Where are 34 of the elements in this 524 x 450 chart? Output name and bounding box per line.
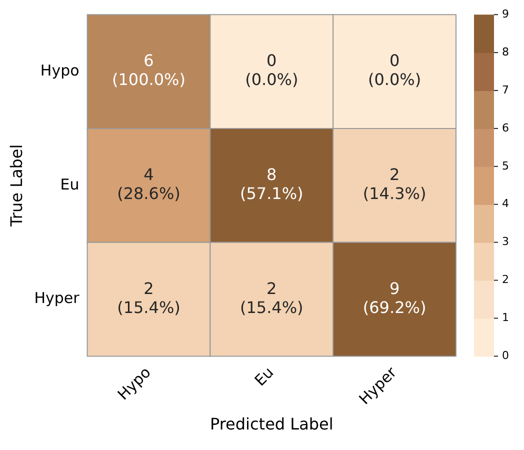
y-axis-title: True Label [6, 144, 26, 228]
data-label: 0 [266, 51, 277, 70]
color-bar-label: 0 [502, 349, 509, 362]
x-tick-label: Eu [251, 363, 278, 390]
annotation: (0.0%) [368, 70, 422, 90]
color-bar-label: 3 [502, 235, 509, 248]
color-bar-label: 4 [502, 197, 509, 210]
color-bar-label: 6 [502, 121, 509, 134]
data-label: 8 [266, 165, 277, 184]
data-label: 6 [144, 51, 154, 70]
annotation: (0.0%) [245, 70, 298, 90]
data-label: 2 [144, 278, 154, 298]
annotation: (14.3%) [362, 184, 426, 204]
color-bar-label: 5 [502, 159, 509, 172]
x-axis-title: Predicted Label [210, 414, 334, 434]
y-tick-label: Hyper [34, 289, 80, 308]
data-label: 2 [389, 165, 400, 184]
color-bar-label: 8 [502, 45, 509, 58]
y-tick-label: Hypo [40, 61, 80, 80]
data-label: 4 [144, 165, 154, 184]
color-bar-label: 1 [502, 311, 509, 324]
color-bar-label: 7 [502, 83, 509, 96]
annotation: (100.0%) [112, 70, 186, 90]
annotation: (57.1%) [240, 184, 304, 204]
annotation: (15.4%) [117, 298, 180, 317]
data-label: 2 [266, 278, 277, 298]
color-bar-label: 9 [502, 7, 509, 20]
annotation: (28.6%) [117, 184, 180, 204]
data-label: 0 [389, 51, 400, 70]
data-label: 9 [389, 278, 400, 298]
y-tick-label: Eu [60, 175, 80, 194]
annotation: (69.2%) [362, 298, 426, 317]
color-bar-label: 2 [502, 273, 509, 286]
annotation: (15.4%) [240, 298, 304, 317]
